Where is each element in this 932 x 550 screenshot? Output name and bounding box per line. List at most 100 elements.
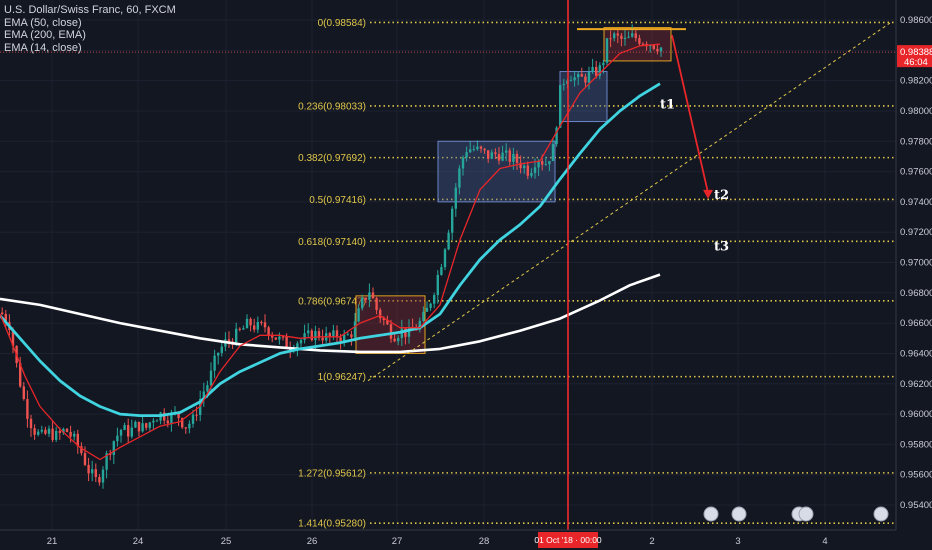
ema-14-label[interactable]: EMA (14, close) [4,41,82,54]
candle-body [76,433,79,447]
current-price-tag [897,45,932,68]
candle-body [209,370,213,386]
candle-body [253,325,256,330]
candle-body [310,330,313,341]
candle-body [400,328,403,339]
candle-body [227,339,231,342]
price-tick-label: 0.96800 [900,288,932,299]
candle-body [55,430,58,440]
symbol-title[interactable]: U.S. Dollar/Swiss Franc, 60, FXCM [4,4,176,16]
candle-body [407,326,411,337]
candle-body [22,386,25,400]
candle-body [393,338,396,342]
candle-body [379,309,382,319]
candle-body [281,336,285,338]
candle-body [375,298,378,310]
bar-countdown: 46:04 [904,57,928,68]
ema-50-line[interactable] [0,82,661,417]
candle-body [235,328,238,345]
price-tick-label: 0.97000 [900,258,932,269]
candle-body [346,334,349,336]
drawing-overlays: t1 t2 t3 [0,0,895,530]
forecast-arrowhead [703,189,713,199]
candle-body [317,331,321,338]
target-label-t1[interactable]: t1 [660,98,675,113]
time-tick-label: 3 [735,536,740,547]
candle-body [152,420,155,423]
time-tick-label: 25 [221,536,232,547]
candle-body [307,330,310,334]
event-marker-icon[interactable] [798,506,814,522]
candle-body [584,76,587,83]
candle-body [11,330,15,346]
chart-legend: U.S. Dollar/Swiss Franc, 60, FXCM EMA (5… [4,4,176,54]
candle-body [314,331,317,341]
price-tick-label: 0.97200 [900,227,932,238]
event-marker-icon[interactable] [703,506,719,522]
candle-body [515,154,519,163]
grid-lines [0,0,895,530]
candle-body [429,303,432,308]
candle-body [577,74,580,78]
candle-body [469,149,472,153]
target-label-t3[interactable]: t3 [714,239,729,254]
candle-body [631,33,634,37]
time-tick-label: 4 [822,536,827,547]
candle-body [587,71,591,83]
current-price-value: 0.98388 [900,47,932,58]
candle-body [537,161,540,168]
price-tick-label: 0.98000 [900,106,932,117]
candle-body [389,324,393,339]
candle-body [382,318,385,321]
fib-level-label: 0.786(0.96747) [298,296,366,307]
candle-body [501,152,504,161]
price-tick-label: 0.96200 [900,379,932,390]
candle-body [562,83,565,86]
time-tick-label: 2 [649,536,654,547]
candle-body [141,423,144,432]
candle-body [544,164,547,166]
price-axis[interactable]: 0.986000.984000.982000.980000.978000.976… [895,0,932,550]
candle-body [116,435,119,442]
candle-body [195,414,198,416]
event-marker-icon[interactable] [731,506,747,522]
candle-body [649,45,652,47]
candle-body [339,337,342,342]
candle-body [206,385,209,392]
candle-body [530,172,533,176]
time-tick-label: 26 [307,536,318,547]
candle-body [371,292,375,299]
target-label-t2[interactable]: t2 [714,188,729,203]
forecast-arrow[interactable] [671,34,709,194]
candle-body [33,428,36,435]
candle-body [213,355,216,371]
candle-body [166,420,169,424]
candle-body [58,430,61,433]
candle-body [476,146,479,150]
candle-body [177,411,180,419]
ema-200-label[interactable]: EMA (200, EMA) [4,29,86,41]
candle-body [490,152,493,159]
candle-body [523,165,526,169]
candle-body [368,292,371,300]
candle-body [83,453,87,465]
candle-body [479,146,483,149]
candle-body [249,318,252,326]
time-axis[interactable]: 21 24 25 26 27 28 2 3 4 01 Oct '18 · 00:00 [0,529,932,550]
ema-200-line[interactable] [0,273,661,354]
candle-body [170,413,173,424]
candle-body [404,328,407,337]
ema-50-label[interactable]: EMA (50, close) [4,16,82,29]
ema-14-line[interactable] [0,43,661,461]
candle-body [512,154,515,162]
event-marker-icon[interactable] [873,506,889,522]
candle-body [145,423,148,428]
candle-body [278,336,281,340]
price-tick-label: 0.97600 [900,167,932,178]
candle-body [181,418,184,428]
candle-body [609,38,612,40]
candle-body [357,308,360,322]
candle-body [256,321,259,330]
candle-body [659,47,663,52]
